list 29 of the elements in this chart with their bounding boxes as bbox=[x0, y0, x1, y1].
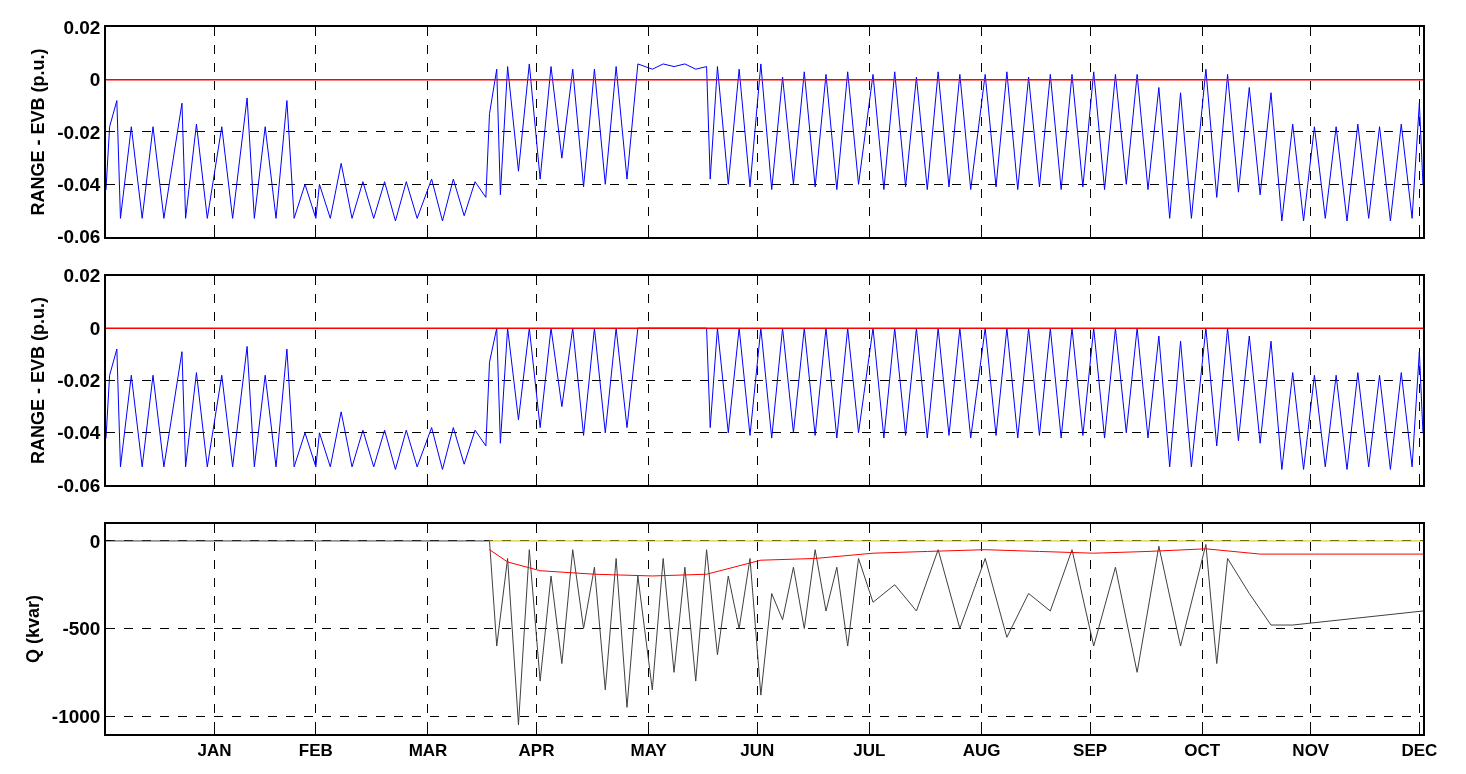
x-tick-label: JUN bbox=[740, 740, 775, 760]
y-tick-label: -0.04 bbox=[57, 173, 101, 195]
x-tick-label: FEB bbox=[298, 740, 333, 760]
y-axis-title: Q (kvar) bbox=[22, 594, 43, 663]
y-tick-label: -0.06 bbox=[57, 474, 101, 496]
y-tick-label: 0.02 bbox=[63, 265, 101, 287]
y-tick-label: -0.02 bbox=[57, 121, 101, 143]
line-series bbox=[489, 548, 1423, 577]
x-tick-label: JUL bbox=[853, 740, 886, 760]
x-tick-label: MAR bbox=[408, 740, 448, 760]
y-axis-title: RANGE - EVB (p.u.) bbox=[27, 296, 48, 464]
y-tick-label: 0 bbox=[89, 317, 101, 339]
y-tick-label: 0 bbox=[89, 69, 101, 91]
y-tick-label: 0 bbox=[89, 530, 101, 552]
y-tick-label: -500 bbox=[62, 618, 101, 640]
y-tick-label: -0.06 bbox=[57, 226, 101, 248]
y-tick-label: 0.02 bbox=[63, 16, 101, 38]
x-tick-label: OCT bbox=[1184, 740, 1221, 760]
y-tick-label: -1000 bbox=[51, 705, 101, 727]
y-tick-label: -0.02 bbox=[57, 370, 101, 392]
y-axis-title: RANGE - EVB (p.u.) bbox=[27, 48, 48, 216]
x-tick-label: SEP bbox=[1073, 740, 1108, 760]
x-tick-label: APR bbox=[518, 740, 555, 760]
x-tick-label: AUG bbox=[962, 740, 1001, 760]
x-tick-label: MAY bbox=[630, 740, 668, 760]
x-tick-label: JAN bbox=[197, 740, 232, 760]
y-tick-label: -0.04 bbox=[57, 422, 101, 444]
x-tick-label: NOV bbox=[1292, 740, 1330, 760]
x-tick-label: DEC bbox=[1401, 740, 1438, 760]
